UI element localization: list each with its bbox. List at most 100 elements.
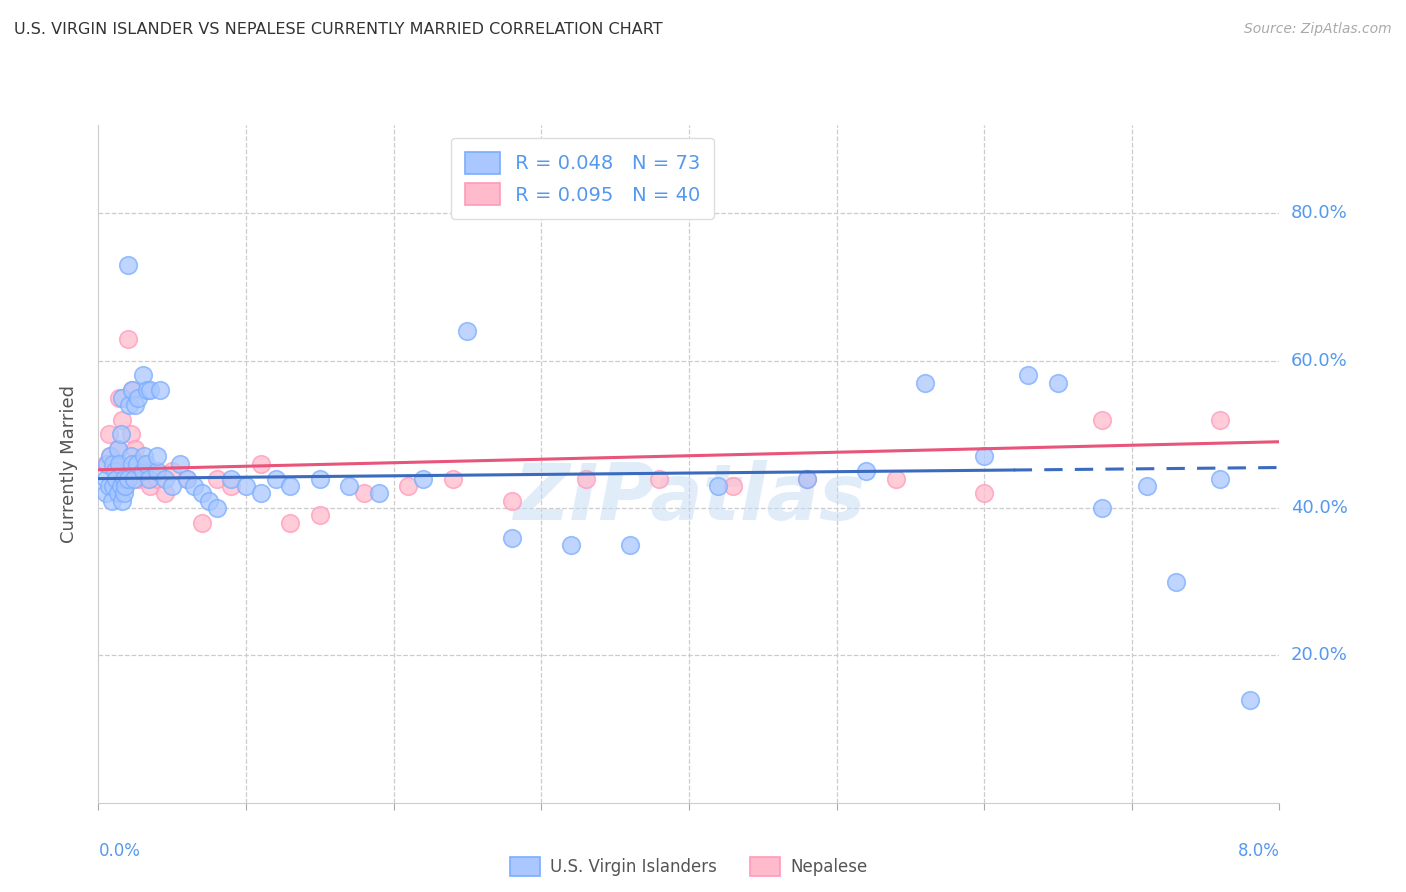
Point — [278, 516, 301, 530]
Point — [124, 398, 146, 412]
Point — [97, 479, 120, 493]
Point — [855, 464, 877, 478]
Point — [914, 376, 936, 390]
Point — [96, 457, 118, 471]
Point — [219, 479, 242, 493]
Text: 8.0%: 8.0% — [1237, 842, 1279, 860]
Point — [103, 457, 124, 471]
Point — [139, 383, 162, 397]
Point — [707, 479, 730, 493]
Point — [337, 479, 360, 493]
Point — [98, 450, 121, 464]
Point — [134, 450, 156, 464]
Point — [146, 450, 169, 464]
Point — [97, 427, 120, 442]
Point — [125, 457, 148, 471]
Point — [501, 531, 523, 545]
Point — [1164, 574, 1187, 589]
Point — [441, 472, 464, 486]
Point — [191, 486, 214, 500]
Point — [111, 391, 134, 405]
Point — [120, 427, 142, 442]
Point — [1239, 692, 1261, 706]
Point — [162, 464, 183, 478]
Point — [205, 472, 228, 486]
Point — [1046, 376, 1069, 390]
Point — [162, 479, 183, 493]
Point — [235, 479, 257, 493]
Point — [250, 486, 273, 500]
Point — [153, 486, 176, 500]
Point — [110, 472, 132, 486]
Point — [132, 457, 155, 471]
Point — [191, 516, 214, 530]
Point — [108, 457, 131, 471]
Point — [104, 464, 127, 478]
Point — [114, 479, 136, 493]
Point — [1135, 479, 1157, 493]
Point — [121, 383, 143, 397]
Point — [135, 472, 157, 486]
Text: 0.0%: 0.0% — [98, 842, 141, 860]
Point — [136, 383, 159, 397]
Point — [98, 450, 121, 464]
Point — [100, 493, 122, 508]
Point — [149, 383, 172, 397]
Point — [124, 442, 146, 456]
Text: U.S. VIRGIN ISLANDER VS NEPALESE CURRENTLY MARRIED CORRELATION CHART: U.S. VIRGIN ISLANDER VS NEPALESE CURRENT… — [14, 22, 662, 37]
Point — [412, 472, 434, 486]
Point — [103, 457, 124, 471]
Text: 60.0%: 60.0% — [1291, 351, 1347, 369]
Point — [105, 472, 128, 486]
Point — [118, 398, 141, 412]
Text: 40.0%: 40.0% — [1291, 499, 1347, 517]
Point — [132, 464, 155, 478]
Point — [1091, 501, 1114, 516]
Point — [973, 486, 995, 500]
Text: 80.0%: 80.0% — [1291, 204, 1347, 222]
Point — [111, 412, 134, 426]
Point — [127, 472, 149, 486]
Point — [112, 472, 135, 486]
Point — [117, 258, 139, 272]
Point — [117, 472, 139, 486]
Point — [308, 508, 332, 523]
Point — [132, 368, 155, 383]
Point — [619, 538, 641, 552]
Point — [1017, 368, 1039, 383]
Point — [176, 472, 198, 486]
Point — [103, 479, 124, 493]
Point — [367, 486, 389, 500]
Point — [560, 538, 582, 552]
Point — [110, 479, 132, 493]
Point — [198, 493, 221, 508]
Point — [114, 479, 136, 493]
Point — [94, 472, 117, 486]
Point — [396, 479, 419, 493]
Point — [183, 479, 205, 493]
Point — [308, 472, 332, 486]
Text: ZIPatlas: ZIPatlas — [513, 459, 865, 536]
Point — [884, 472, 907, 486]
Y-axis label: Currently Married: Currently Married — [59, 384, 77, 543]
Point — [456, 324, 478, 338]
Point — [121, 383, 143, 397]
Point — [121, 457, 143, 471]
Point — [110, 427, 132, 442]
Point — [146, 472, 169, 486]
Point — [135, 457, 157, 471]
Point — [108, 391, 131, 405]
Point — [107, 442, 129, 456]
Text: Source: ZipAtlas.com: Source: ZipAtlas.com — [1244, 22, 1392, 37]
Point — [111, 493, 134, 508]
Point — [796, 472, 818, 486]
Point — [648, 472, 671, 486]
Point — [501, 493, 523, 508]
Point — [973, 450, 995, 464]
Text: 20.0%: 20.0% — [1291, 647, 1347, 665]
Point — [120, 450, 142, 464]
Point — [169, 457, 191, 471]
Point — [127, 391, 149, 405]
Point — [278, 479, 301, 493]
Point — [721, 479, 744, 493]
